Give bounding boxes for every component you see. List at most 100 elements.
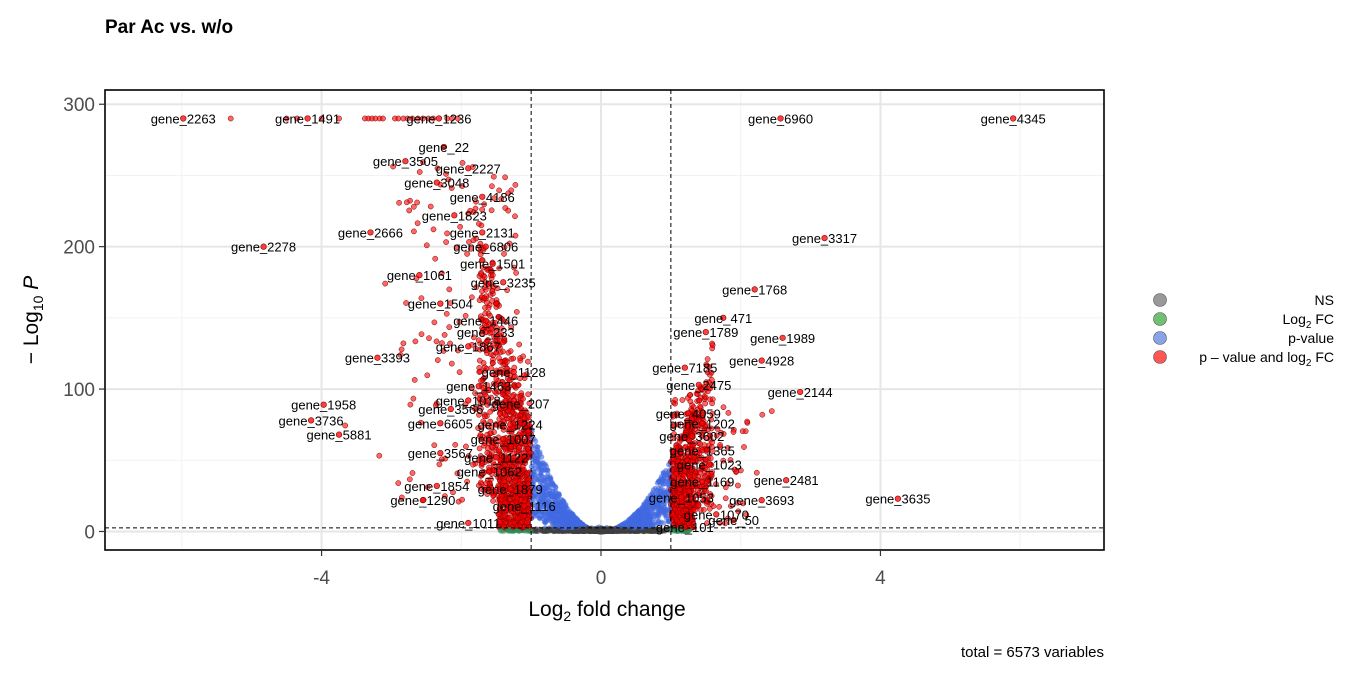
- data-point: [493, 376, 500, 382]
- gene-label: gene_4345: [981, 111, 1046, 126]
- gene-label: gene_2481: [754, 473, 819, 488]
- data-point: [524, 470, 531, 476]
- data-point: [456, 369, 463, 376]
- gene-label: gene_1365: [670, 443, 735, 458]
- data-point: [490, 360, 496, 366]
- gene-label: gene_2666: [338, 225, 403, 240]
- data-point: [411, 377, 418, 383]
- data-point: [545, 481, 551, 488]
- gene-label: gene_22: [419, 140, 470, 155]
- gene-label: gene_471: [694, 311, 752, 326]
- data-point: [630, 516, 637, 522]
- gene-label: gene_207: [492, 396, 550, 411]
- data-point: [542, 528, 548, 534]
- data-point: [510, 355, 517, 362]
- gene-label: gene_4186: [450, 190, 515, 205]
- data-point: [502, 205, 509, 211]
- gene-label: gene_1879: [478, 482, 543, 497]
- data-point: [643, 512, 649, 518]
- data-point: [403, 199, 410, 206]
- legend-key-p: [1153, 331, 1167, 345]
- data-point: [653, 512, 659, 518]
- gene-label: gene_5881: [306, 428, 371, 443]
- legend-key-fc: [1153, 312, 1167, 326]
- data-point: [537, 472, 543, 478]
- gene-label: gene_1501: [460, 257, 525, 272]
- legend-label-p: p-value: [1288, 330, 1334, 346]
- gene-label: gene_1062: [457, 465, 522, 480]
- gene-label: gene_2131: [450, 225, 515, 240]
- gene-label: gene_1789: [673, 325, 738, 340]
- grid-lines: [105, 90, 1104, 550]
- data-point: [516, 341, 523, 348]
- data-point: [395, 480, 402, 486]
- data-point: [492, 388, 498, 395]
- data-point: [487, 418, 494, 425]
- data-point: [702, 394, 709, 401]
- data-point: [406, 207, 413, 214]
- gene-label: gene_2144: [768, 385, 833, 400]
- data-point: [530, 445, 536, 451]
- data-point: [539, 454, 545, 460]
- gene-label: gene_1053: [649, 490, 714, 505]
- data-point: [632, 522, 638, 529]
- data-point: [376, 452, 383, 459]
- data-point: [481, 295, 488, 302]
- data-point: [423, 242, 430, 249]
- y-axis-title: − Log10 P: [20, 276, 46, 365]
- data-point: [518, 390, 525, 397]
- data-point: [647, 492, 653, 498]
- y-tick-label: 200: [63, 238, 95, 259]
- gene-label: gene_6960: [748, 111, 813, 126]
- legend-label-both: p – value and log2 FC: [1199, 349, 1334, 369]
- gene-label: gene_3602: [659, 429, 724, 444]
- data-point: [418, 331, 425, 338]
- data-point: [512, 182, 519, 188]
- data-point: [759, 411, 766, 418]
- x-axis: -4 0 4: [313, 550, 886, 589]
- data-point: [709, 342, 716, 349]
- gene-label: gene_1768: [722, 282, 787, 297]
- data-point: [475, 337, 482, 344]
- data-point: [446, 324, 453, 330]
- data-point: [507, 348, 514, 354]
- gene-label: gene_1128: [482, 365, 546, 380]
- gene-label: gene_1007: [471, 432, 536, 447]
- data-point: [409, 470, 416, 476]
- gene-label: gene_1061: [387, 268, 452, 283]
- data-point: [636, 513, 642, 519]
- gene-label: gene_3635: [865, 492, 930, 507]
- gene-label: gene_1867: [436, 339, 501, 354]
- data-point: [489, 297, 496, 304]
- data-point: [477, 240, 484, 247]
- data-point: [592, 528, 598, 534]
- data-point: [434, 357, 441, 363]
- data-point: [476, 357, 483, 364]
- gene-label: gene_1989: [750, 331, 815, 346]
- gene-label: gene_6806: [453, 240, 518, 255]
- data-point: [478, 479, 484, 486]
- data-point: [500, 339, 506, 346]
- data-point: [431, 319, 438, 326]
- gene-label: gene_1463: [446, 379, 511, 394]
- gene-label: gene_50: [708, 513, 759, 528]
- gene-label: gene_6605: [408, 416, 473, 431]
- data-point: [709, 400, 715, 407]
- y-tick-label: 300: [63, 95, 95, 116]
- data-point: [494, 327, 500, 334]
- gene-label: gene_1290: [390, 493, 455, 508]
- data-point: [543, 467, 549, 473]
- data-point: [477, 368, 484, 375]
- data-point: [579, 526, 586, 532]
- data-point: [686, 392, 693, 399]
- data-point: [414, 199, 420, 206]
- gene-label: gene_3505: [373, 154, 438, 169]
- gene-label: gene_3693: [729, 493, 794, 508]
- x-tick-label: 0: [596, 568, 607, 589]
- gene-label: gene_101: [656, 520, 714, 535]
- data-point: [476, 411, 482, 418]
- data-point: [597, 528, 603, 535]
- data-point: [478, 257, 485, 264]
- gene-label: gene_3317: [792, 231, 857, 246]
